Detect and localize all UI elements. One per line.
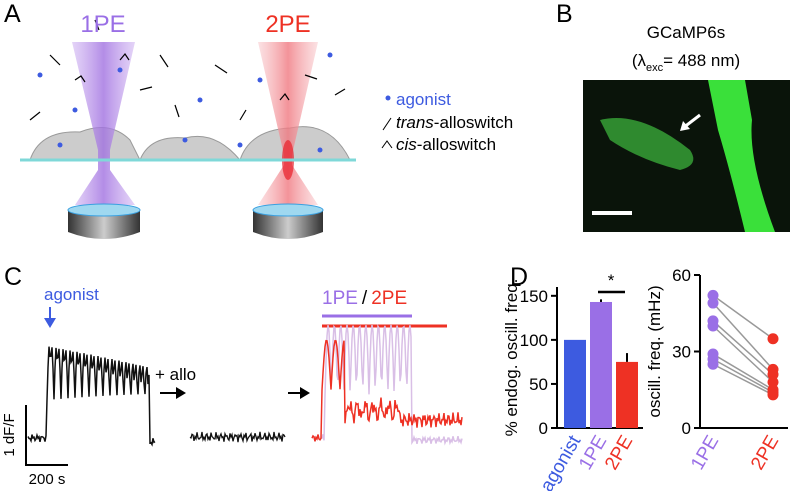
annotation: * bbox=[608, 271, 615, 290]
point bbox=[707, 289, 719, 301]
point bbox=[767, 333, 779, 345]
stimulus-label: agonist bbox=[44, 285, 99, 304]
panel-label: B bbox=[556, 0, 573, 28]
x-tick-label: 1PE bbox=[575, 432, 611, 474]
beam-label: 1PE bbox=[80, 11, 125, 38]
legend-text: trans-alloswitch bbox=[396, 113, 513, 132]
legend-symbol bbox=[381, 140, 393, 149]
pair-line bbox=[712, 294, 774, 340]
legend-italic: trans bbox=[396, 113, 434, 132]
bar bbox=[564, 339, 586, 428]
light-2: 2PE bbox=[371, 288, 407, 309]
arrow bbox=[44, 318, 56, 328]
arrow bbox=[300, 387, 310, 399]
trace bbox=[27, 346, 156, 447]
point bbox=[767, 376, 779, 388]
subtitle-suffix: = 488 nm) bbox=[663, 51, 740, 70]
point bbox=[707, 358, 719, 370]
beam-label: 2PE bbox=[265, 11, 310, 38]
scale-x: 200 s bbox=[29, 471, 66, 488]
y-tick-label: 50 bbox=[529, 375, 548, 394]
legend-suffix: -alloswitch bbox=[434, 113, 513, 132]
x-tick-label: 2PE bbox=[747, 432, 783, 474]
traces bbox=[27, 323, 463, 447]
trace bbox=[189, 431, 286, 444]
pair-line bbox=[712, 353, 774, 391]
trace bbox=[311, 339, 463, 442]
x-tick-label: 1PE bbox=[687, 432, 723, 474]
subtitle-subscript: exc bbox=[646, 62, 664, 74]
y-tick-label: 30 bbox=[672, 343, 691, 362]
y-axis-label: % endog. oscill. freq. bbox=[502, 279, 521, 437]
legend-symbol bbox=[382, 117, 392, 131]
scale-y: 1 dF/F bbox=[1, 413, 18, 456]
y-tick-label: 100 bbox=[520, 331, 548, 350]
y-tick-label: 150 bbox=[520, 287, 548, 306]
y-tick-label: 0 bbox=[682, 419, 691, 438]
legend-text: agonist bbox=[396, 90, 451, 109]
y-tick-label: 60 bbox=[672, 266, 691, 285]
y-tick-label: 0 bbox=[539, 419, 548, 438]
panel-label: C bbox=[4, 263, 22, 291]
treatment-label: + allo bbox=[155, 365, 196, 384]
point bbox=[707, 297, 719, 309]
panel-label: D bbox=[510, 263, 528, 291]
bar bbox=[616, 361, 638, 428]
pair-line bbox=[712, 363, 774, 396]
pair-line bbox=[712, 325, 774, 383]
light-1: 1PE bbox=[322, 288, 358, 309]
subtitle-prefix: (λ bbox=[632, 51, 647, 70]
arrow bbox=[176, 387, 186, 399]
image-subtitle: (λexc= 488 nm) bbox=[632, 51, 740, 74]
legend-suffix: -alloswitch bbox=[417, 135, 496, 154]
x-tick-label: 2PE bbox=[601, 432, 637, 474]
separator: / bbox=[362, 288, 368, 309]
bar bbox=[590, 301, 612, 428]
trace bbox=[311, 323, 463, 446]
pair-line bbox=[712, 320, 774, 376]
y-axis-label: oscill. freq. (mHz) bbox=[645, 285, 664, 417]
legend-italic: cis bbox=[396, 135, 417, 154]
panel-label: A bbox=[4, 0, 21, 28]
pair-line bbox=[712, 302, 774, 370]
point bbox=[707, 320, 719, 332]
point bbox=[767, 368, 779, 380]
micrograph bbox=[583, 80, 790, 232]
light-labels: 1PE/2PE bbox=[322, 288, 407, 309]
image-title: GCaMP6s bbox=[647, 23, 725, 42]
diagram bbox=[20, 19, 356, 239]
pair-line bbox=[712, 358, 774, 393]
legend-symbol bbox=[385, 95, 391, 101]
scale-bar bbox=[25, 405, 68, 466]
point bbox=[767, 389, 779, 401]
legend-text: cis-alloswitch bbox=[396, 135, 496, 154]
